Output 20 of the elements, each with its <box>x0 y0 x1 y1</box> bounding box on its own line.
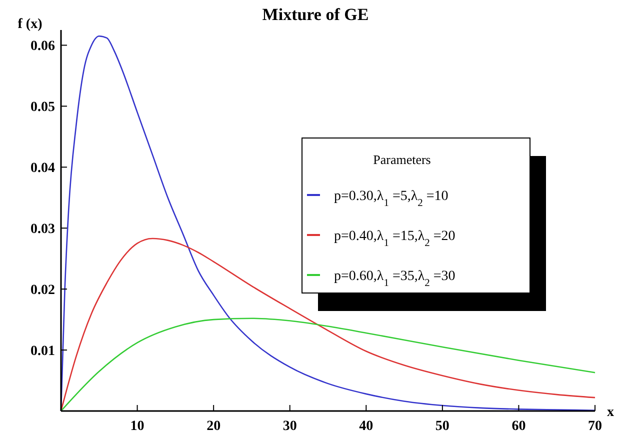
legend-label: p=0.60,λ$_{1}$ =35,λ$_{2}$ =30 <box>334 269 456 288</box>
y-tick-label: 0.04 <box>30 161 55 176</box>
y-tick-label: 0.06 <box>30 39 55 54</box>
x-axis-title: x <box>607 405 614 420</box>
x-tick-label: 20 <box>206 419 221 434</box>
x-tick-label: 30 <box>282 419 297 434</box>
y-tick-label: 0.01 <box>30 344 55 360</box>
x-tick-label: 10 <box>130 419 144 434</box>
x-tick-label: 70 <box>588 419 602 434</box>
legend-label: p=0.30,λ$_{1}$ =5,λ$_{2}$ =10 <box>334 189 448 208</box>
x-tick-label: 50 <box>435 419 450 434</box>
y-tick-label: 0.05 <box>30 100 55 116</box>
x-tick-label: 40 <box>359 419 374 434</box>
chart-title: Mixture of GE <box>262 5 369 24</box>
y-tick-label: 0.03 <box>30 222 55 238</box>
x-tick-label: 60 <box>512 419 526 434</box>
legend-label: p=0.40,λ$_{1}$ =15,λ$_{2}$ =20 <box>334 229 456 248</box>
y-axis-title: f (x) <box>18 17 43 32</box>
legend-title: Parameters <box>373 152 431 167</box>
y-tick-label: 0.02 <box>30 283 55 298</box>
